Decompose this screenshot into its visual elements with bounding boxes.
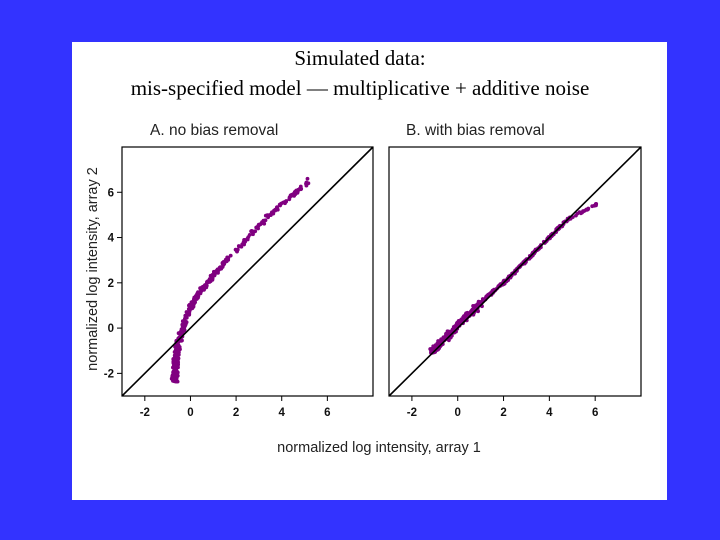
panel-a-point xyxy=(213,270,217,274)
panel-a-x-tick-label: -2 xyxy=(140,407,150,419)
panel-a-point xyxy=(176,356,181,361)
panel-a-point xyxy=(242,238,247,243)
panel-a-y-tick-label: 6 xyxy=(108,187,114,199)
panel-a-x-tick-label: 0 xyxy=(187,407,193,419)
panel-a-point xyxy=(171,363,176,368)
slide-panel xyxy=(72,42,667,500)
panel-a-point xyxy=(235,247,240,252)
panel-a-point xyxy=(247,233,252,237)
panel-a-point xyxy=(304,183,309,188)
panel-a-point xyxy=(176,344,181,349)
panel-a-point xyxy=(191,304,196,309)
panel-a-point xyxy=(279,201,283,206)
panel-a-point xyxy=(251,229,256,234)
panel-a-point xyxy=(261,221,265,226)
panel-b-x-tick-label: 0 xyxy=(455,407,461,419)
panel-a-point xyxy=(183,321,188,325)
panel-a-point xyxy=(242,241,246,246)
panel-a-point xyxy=(190,300,195,305)
panel-a-point xyxy=(173,367,178,372)
panel-a-y-tick-label: -2 xyxy=(104,368,114,380)
panel-a-y-tick-label: 4 xyxy=(108,233,115,245)
y-axis-label: normalized log intensity, array 2 xyxy=(85,167,101,371)
panel-b-x-tick-label: -2 xyxy=(407,407,417,419)
panel-b-point xyxy=(584,207,589,212)
panel-a-point xyxy=(175,349,180,354)
panel-a-point xyxy=(184,310,189,314)
panel-a-point xyxy=(176,365,180,370)
panel-a-point xyxy=(222,261,227,266)
panel-a-x-tick-label: 4 xyxy=(279,407,286,419)
panel-a-point xyxy=(305,176,310,181)
panel-b-x-tick-label: 2 xyxy=(500,407,506,419)
panel-b-point xyxy=(464,311,468,316)
panel-a-point xyxy=(226,258,231,262)
panel-b-point xyxy=(575,211,580,216)
panel-a-point xyxy=(181,328,186,333)
panel-a-y-tick-label: 2 xyxy=(108,278,114,290)
panel-b-point xyxy=(469,309,474,313)
slide-title-line-1: Simulated data: xyxy=(294,46,426,70)
panel-a-x-tick-label: 2 xyxy=(233,407,239,419)
panel-b-title: B. with bias removal xyxy=(406,122,545,139)
panel-a-point xyxy=(182,325,187,329)
panel-b-reference-line xyxy=(388,146,642,397)
panel-a-point xyxy=(187,312,192,317)
panel-b-x-tick-label: 6 xyxy=(592,407,598,419)
panel-a-point xyxy=(203,285,207,290)
panel-b-point xyxy=(459,317,464,322)
panel-a-point xyxy=(192,295,197,300)
panel-b-point xyxy=(478,300,483,305)
panel-a-point xyxy=(195,294,200,299)
panel-a-point xyxy=(263,213,268,218)
panel-a-point xyxy=(245,237,250,242)
panel-a-point xyxy=(267,213,272,218)
panel-a-frame xyxy=(121,146,374,397)
panel-a-point xyxy=(188,307,192,312)
panel-a-point xyxy=(273,208,278,213)
panel-b-x-tick-label: 4 xyxy=(546,407,553,419)
panel-a-point xyxy=(173,374,178,379)
panel-a-point xyxy=(263,218,268,223)
panel-b-point xyxy=(474,304,479,309)
x-axis-label: normalized log intensity, array 1 xyxy=(277,440,481,456)
slide-title-line-2: mis-specified model — multiplicative + a… xyxy=(130,76,590,100)
panel-a-point xyxy=(216,268,221,273)
panel-b-point xyxy=(581,209,586,214)
panel-a-point xyxy=(208,277,213,282)
panel-b-point xyxy=(592,203,597,208)
panel-b-frame xyxy=(388,146,642,397)
panel-a-title: A. no bias removal xyxy=(150,122,278,139)
panel-a-point xyxy=(296,187,301,192)
panel-a-reference-line xyxy=(121,146,374,397)
panel-a-point xyxy=(283,201,287,206)
panel-b-point xyxy=(444,332,449,336)
panel-a-point xyxy=(237,244,242,249)
panel-a-point xyxy=(287,197,292,202)
panel-b-point xyxy=(472,306,476,311)
panel-a-point xyxy=(256,222,261,227)
panel-a-y-tick-label: 0 xyxy=(108,323,114,335)
panel-a-x-tick-label: 6 xyxy=(324,407,330,419)
panel-a-point xyxy=(172,371,177,375)
